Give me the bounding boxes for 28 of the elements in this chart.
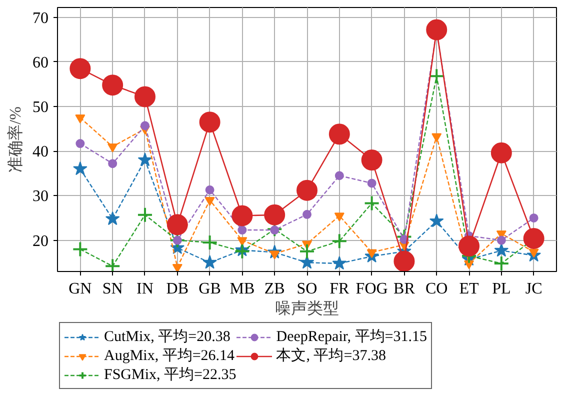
x-tick-label: ZB bbox=[264, 280, 285, 298]
x-tick-label: PL bbox=[492, 280, 511, 298]
y-tick-label: 30 bbox=[32, 188, 48, 206]
x-tick-label: GB bbox=[198, 280, 221, 298]
x-tick-label: SN bbox=[102, 280, 124, 298]
legend-label: FSGMix, 平均=22.35 bbox=[104, 366, 236, 384]
legend-label: DeepRepair, 平均=31.15 bbox=[276, 328, 427, 346]
x-tick-label: FR bbox=[330, 280, 350, 298]
x-tick-label: ET bbox=[459, 280, 480, 298]
y-tick-label: 40 bbox=[32, 144, 48, 161]
x-tick-label: JC bbox=[525, 280, 542, 298]
x-tick-label: BR bbox=[394, 280, 416, 298]
x-tick-label: CO bbox=[425, 280, 448, 298]
x-tick-label: GN bbox=[68, 280, 92, 298]
y-tick-label: 60 bbox=[32, 54, 48, 72]
x-tick-label: IN bbox=[136, 280, 154, 298]
legend-label: AugMix, 平均=26.14 bbox=[104, 347, 235, 365]
y-tick-label: 20 bbox=[32, 232, 48, 250]
y-axis-title: 准确率/% bbox=[6, 106, 24, 172]
x-tick-label: FOG bbox=[356, 280, 388, 298]
legend-label: 本文, 平均=37.38 bbox=[276, 346, 386, 365]
y-tick-label: 50 bbox=[32, 99, 48, 116]
x-tick-label: MB bbox=[230, 280, 255, 298]
y-tick-label: 70 bbox=[32, 10, 48, 27]
x-tick-label: SO bbox=[296, 280, 318, 298]
legend-label: CutMix, 平均=20.38 bbox=[104, 328, 230, 346]
x-tick-label: DB bbox=[166, 280, 189, 298]
x-axis-title: 噪声类型 bbox=[275, 300, 339, 318]
